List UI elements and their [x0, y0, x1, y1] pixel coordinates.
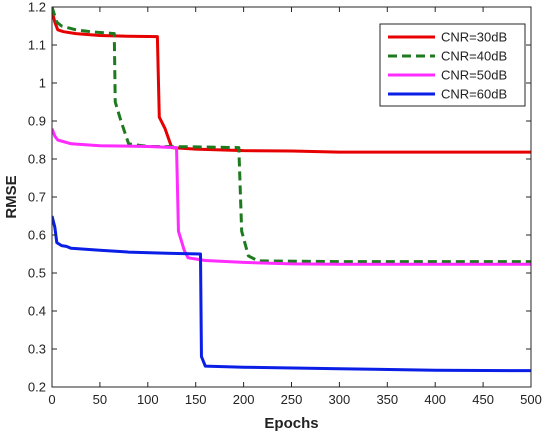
- x-tick-label: 500: [520, 392, 542, 407]
- series-line-4: [52, 215, 531, 373]
- legend-label: CNR=60dB: [441, 87, 507, 102]
- x-tick-label: 200: [233, 392, 255, 407]
- legend-label: CNR=30dB: [441, 30, 507, 45]
- y-tick-label: 0.4: [28, 304, 46, 319]
- y-tick-label: 0.7: [28, 190, 46, 205]
- y-tick-label: 0.3: [28, 342, 46, 357]
- ticks-layer: 0 50 100 150 200 250 300 350 400 450 500 0.2 0.3 0.4 0…: [28, 0, 542, 407]
- y-tick-label: 0.2: [28, 380, 46, 395]
- x-tick-label: 400: [424, 392, 446, 407]
- x-tick-label: 350: [376, 392, 398, 407]
- x-tick-label: 250: [281, 392, 303, 407]
- y-tick-label: 0.5: [28, 266, 46, 281]
- y-tick-label: 1: [39, 76, 46, 91]
- y-tick-label: 0.8: [28, 152, 46, 167]
- y-tick-label: 0.6: [28, 228, 46, 243]
- legend-label: CNR=50dB: [441, 68, 507, 83]
- series-line-1: [52, 10, 531, 154]
- y-tick-label: 1.2: [28, 0, 46, 15]
- x-tick-label: 0: [48, 392, 55, 407]
- series-line-3: [52, 128, 531, 266]
- series-layer: [52, 7, 531, 373]
- legend: CNR=30dB CNR=40dB CNR=50dB CNR=60dB: [379, 23, 526, 107]
- legend-label: CNR=40dB: [441, 49, 507, 64]
- x-tick-label: 150: [185, 392, 207, 407]
- y-axis-title: RMSE: [3, 175, 20, 218]
- x-axis-title: Epochs: [264, 415, 318, 432]
- x-tick-label: 300: [329, 392, 351, 407]
- y-tick-label: 0.9: [28, 114, 46, 129]
- x-tick-label: 450: [472, 392, 494, 407]
- x-tick-label: 100: [137, 392, 159, 407]
- x-tick-label: 50: [93, 392, 107, 407]
- y-tick-label: 1.1: [28, 38, 46, 53]
